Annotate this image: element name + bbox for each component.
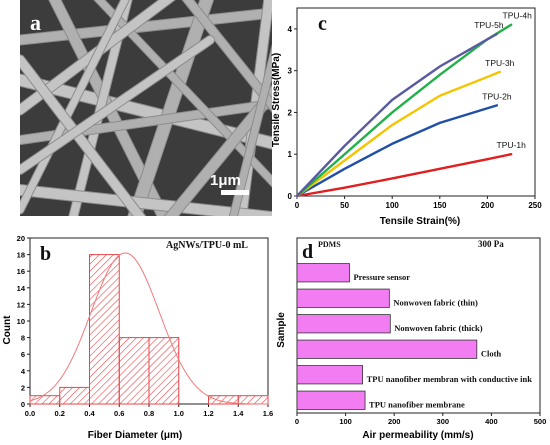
panel-d-x-axis-label: Air permeability (mm/s) [362,430,473,441]
panel-b-x-tick-label: 0.8 [144,409,154,418]
panel-c-x-tick-label: 200 [481,201,495,210]
panel-d-bars: Pressure sensor Nonwoven fabric (thin) Non… [296,263,533,410]
permeability-bar-label: Cloth [481,348,502,358]
series-line-tpu-2h [295,104,499,198]
panel-b-y-tick-label: 12 [17,300,25,309]
panel-b-x-tick-label: 0.6 [114,409,124,418]
fiber [20,36,214,174]
panel-c-x-tick-label: 100 [386,201,400,210]
histogram-bar [89,254,120,405]
fiber [20,55,145,216]
panel-d-legend-label: PDMS [318,240,341,249]
series-label-tpu-2h: TPU-2h [482,91,512,101]
permeability-bar-label: Nonwoven fabric (thin) [393,297,478,307]
panel-c-letter: c [318,13,327,35]
panel-b-annotation: AgNWs/TPU-0 mL [166,240,248,251]
panel-d-x-tick-label: 500 [534,417,547,426]
panel-d-x-tick-label: 400 [485,417,498,426]
fiber [128,0,213,216]
panel-d-pressure-label: 300 Pa [478,239,504,249]
fiber [20,0,129,214]
panel-c-x-tick-label: 0 [295,201,300,210]
panel-c-plot-frame [296,7,536,197]
permeability-bar [296,390,366,410]
scale-bar-label: 1μm [210,172,241,189]
panel-b-histogram: 0.0 0.2 0.4 0.6 0.8 1.0 1.2 1.4 1.6 0 2 4 6 8 10 12 14 16… [2,234,273,441]
panel-c-x-tick-label: 250 [528,201,542,210]
series-line-tpu-5h [295,32,499,198]
panel-c-y-tick-label: 2 [288,108,293,117]
panel-b-x-axis-label: Fiber Diameter (μm) [88,430,182,441]
panel-d-y-axis-label: Sample [276,312,287,348]
panel-d-x-tick-label: 100 [339,417,352,426]
permeability-bar-label: TPU nanofiber membrane [369,399,465,409]
histogram-bar [59,386,90,405]
permeability-bar [296,263,350,283]
permeability-bar [296,339,478,359]
panel-b-x-tick-label: 1.6 [263,409,273,418]
panel-b-x-tick-label: 0.0 [25,409,35,418]
permeability-bar [296,365,364,385]
permeability-bar-label: Nonwoven fabric (thick) [394,323,482,333]
panel-d-air-permeability-chart: 0 100 200 300 400 500 Pressure sensor Nonwoven… [276,237,547,441]
series-label-tpu-1h: TPU-1h [497,140,527,150]
panel-b-y-tick-label: 2 [21,383,25,392]
panel-b-y-tick-label: 10 [17,317,25,326]
histogram-bar [237,395,269,405]
panel-b-x-tick-label: 1.0 [174,409,184,418]
panel-c-x-axis-label: Tensile Strain(%) [380,216,460,227]
panel-d-letter: d [302,241,313,263]
permeability-bar-label: TPU nanofiber membran with conductive in… [367,374,533,384]
permeability-bar-label: Pressure sensor [353,272,410,282]
panel-c-y-tick-label: 3 [288,67,293,76]
panel-b-x-tick-label: 0.4 [84,409,95,418]
panel-b-y-tick-label: 20 [17,234,25,243]
series-label-tpu-3h: TPU-3h [485,58,515,68]
panel-c-y-tick-label: 4 [288,25,293,34]
histogram-bar [118,337,150,405]
series-line-tpu-1h [295,153,513,198]
panel-a-letter: a [30,10,41,35]
panel-c-axes: 0 50 100 150 200 250 0 1 2 3 4 [288,7,542,210]
fiber [94,0,272,187]
series-label-tpu-5h: TPU-5h [474,20,504,30]
panel-d-x-tick-label: 200 [388,417,401,426]
panel-b-y-tick-label: 6 [21,350,25,359]
panel-c-y-axis-label: Tensile Stress(MPa) [271,53,282,147]
panel-b-x-tick-label: 1.2 [203,409,213,418]
panel-b-y-axis-label: Count [2,315,13,345]
series-line-tpu-3h [295,70,501,198]
panel-b-gaussian-fit [29,252,269,405]
permeability-bar [296,288,390,308]
panel-b-y-tick-label: 4 [21,367,26,376]
panel-c-y-tick-label: 1 [288,150,293,159]
panel-b-bars [29,254,269,405]
panel-d-x-tick-label: 300 [437,417,450,426]
series-label-tpu-4h: TPU-4h [503,11,533,21]
panel-b-y-tick-label: 16 [17,267,25,276]
panel-c-y-tick-label: 0 [288,192,293,201]
panel-b-y-tick-label: 14 [17,284,26,293]
panel-d-x-tick-label: 0 [295,417,299,426]
panel-c-x-tick-label: 50 [340,201,349,210]
panel-b-y-tick-label: 8 [21,334,25,343]
fiber [20,185,272,216]
panel-c-x-tick-label: 150 [433,201,447,210]
scale-bar [221,190,249,195]
fiber [182,0,272,112]
panel-a-sem-image: a 1μm [20,0,272,216]
panel-b-x-tick-label: 0.2 [55,409,65,418]
fiber [165,86,272,216]
panel-b-y-tick-label: 18 [17,251,25,260]
permeability-bar [296,314,391,334]
panel-b-y-tick-label: 0 [21,400,25,409]
panel-b-x-tick-label: 1.4 [233,409,244,418]
histogram-bar [148,337,180,405]
panel-b-letter: b [40,243,51,265]
panel-c-series [295,23,513,198]
